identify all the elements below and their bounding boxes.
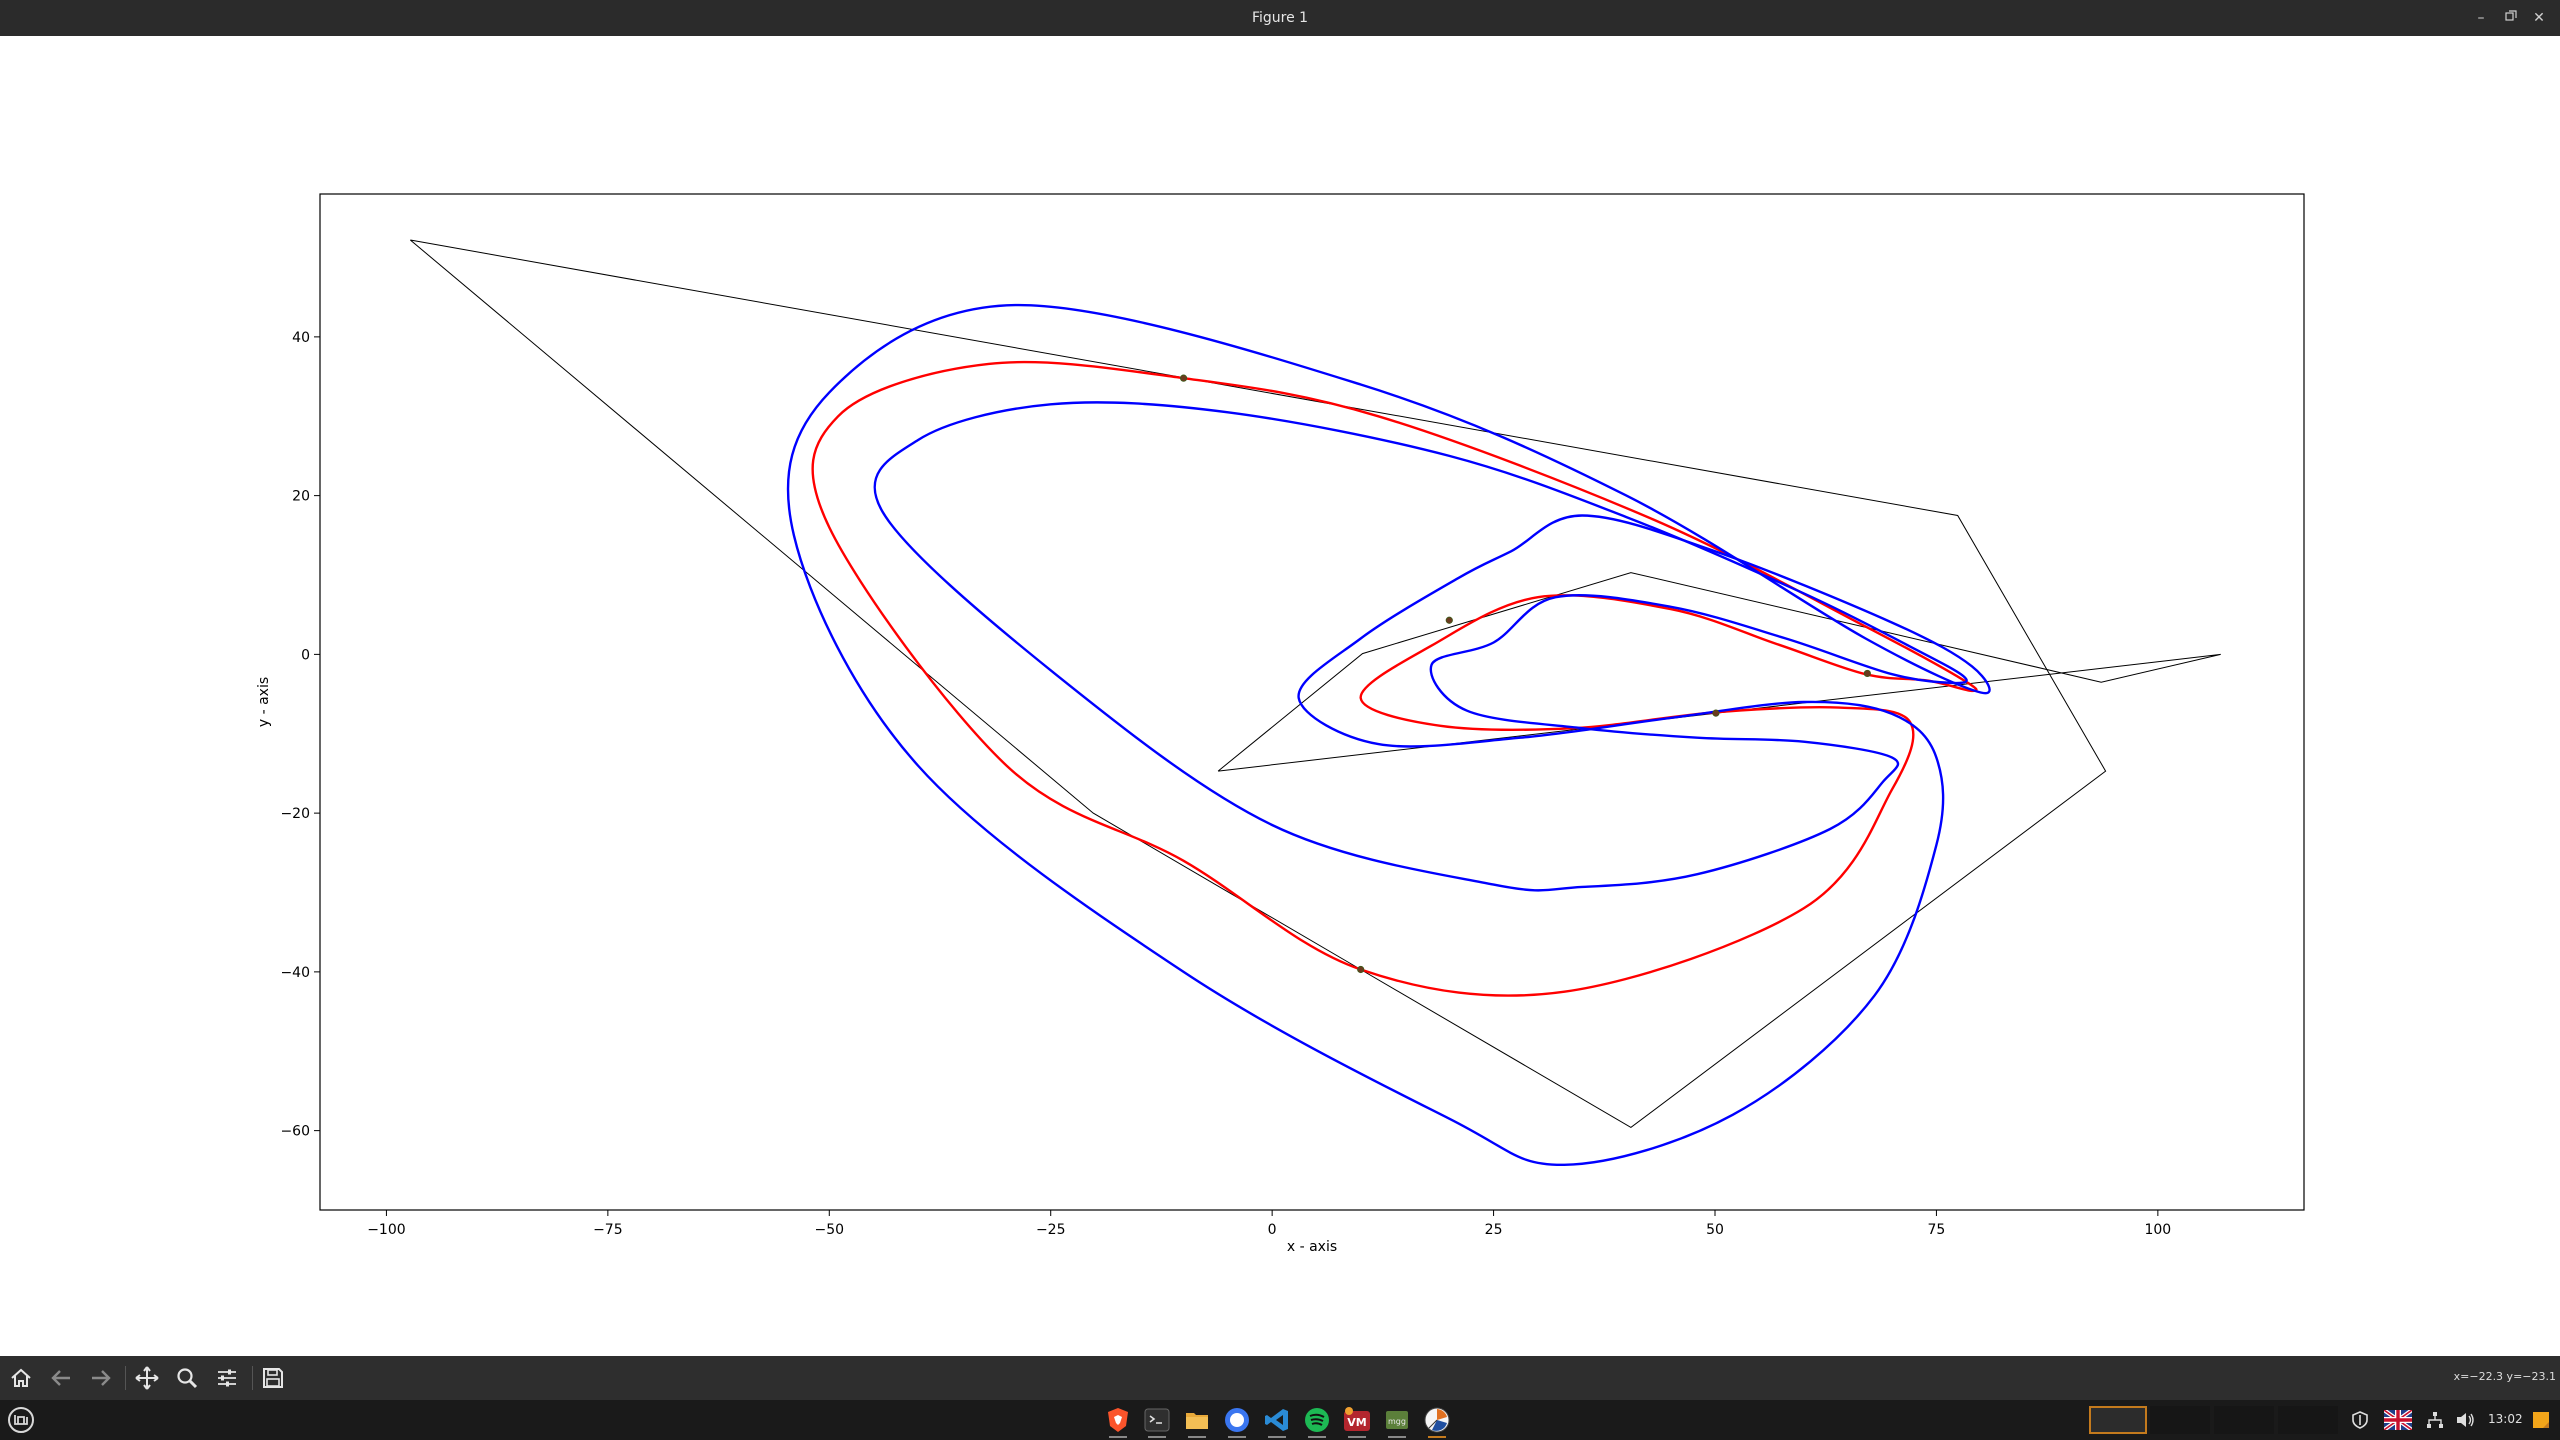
zoom-icon[interactable] [170, 1362, 204, 1394]
clock[interactable]: 13:02 [2488, 1412, 2523, 1426]
spotify-icon[interactable] [1300, 1403, 1334, 1438]
y-tick-label: −60 [280, 1124, 310, 1140]
linux-mint-menu-icon[interactable] [4, 1403, 38, 1437]
x-tick-label: −25 [1036, 1222, 1066, 1238]
x-tick-label: 100 [2144, 1222, 2171, 1238]
navigation-toolbar: x=−22.3 y=−23.1 [0, 1356, 2560, 1400]
blue-curve-3 [786, 303, 1991, 1167]
forward-icon[interactable] [84, 1362, 118, 1394]
y-tick-label: 20 [292, 489, 310, 505]
figure-canvas[interactable]: −100 −75 −50 −25 0 25 50 75 100 −60 −40 −20 0 20 40 x… [0, 36, 2560, 1356]
interpolation-point [1445, 616, 1453, 624]
window-title: Figure 1 [1251, 10, 1309, 26]
window-titlebar: Figure 1 – ✕ [0, 0, 2560, 36]
keyboard-layout-flag-icon[interactable] [2381, 1403, 2415, 1437]
taskbar: VM mgg 13:02 [0, 1400, 2560, 1440]
toolbar-separator [252, 1366, 253, 1390]
x-tick-label: −100 [367, 1222, 405, 1238]
interpolation-point [1357, 965, 1365, 974]
blue-curve-4 [873, 401, 1968, 892]
workspace-1[interactable] [2089, 1406, 2147, 1434]
svg-text:VM: VM [1347, 1416, 1366, 1429]
control-polygon-0 [409, 239, 2107, 1128]
y-tick-label: 40 [292, 330, 310, 346]
minecraft-launcher-icon[interactable]: mgg [1380, 1403, 1414, 1438]
x-tick-label: −75 [593, 1222, 623, 1238]
x-tick-label: 0 [1268, 1222, 1277, 1238]
maximize-icon[interactable] [2496, 0, 2526, 36]
figure-window-icon[interactable] [1420, 1403, 1454, 1438]
back-icon[interactable] [44, 1362, 78, 1394]
axes-frame [319, 193, 2305, 1211]
coordinate-readout: x=−22.3 y=−23.1 [2453, 1370, 2556, 1383]
toolbar-separator [125, 1366, 126, 1390]
x-tick-label: 25 [1485, 1222, 1503, 1238]
notes-icon[interactable] [2524, 1403, 2558, 1437]
workspace-2[interactable] [2150, 1406, 2210, 1434]
pan-icon[interactable] [130, 1362, 164, 1394]
y-tick-label: −20 [280, 806, 310, 822]
network-icon[interactable] [2418, 1403, 2452, 1437]
home-icon[interactable] [4, 1362, 38, 1394]
minimize-icon[interactable]: – [2477, 10, 2485, 26]
save-icon[interactable] [256, 1362, 290, 1394]
x-axis-label: x - axis [1287, 1239, 1337, 1255]
workspace-3[interactable] [2214, 1406, 2274, 1434]
plot-svg: −100 −75 −50 −25 0 25 50 75 100 −60 −40 −20 0 20 40 x… [256, 193, 2305, 1255]
svg-text:mgg: mgg [1388, 1417, 1406, 1426]
virtualbox-icon[interactable]: VM [1340, 1403, 1374, 1438]
x-tick-label: 75 [1928, 1222, 1946, 1238]
interpolation-point [1863, 669, 1871, 678]
interpolation-point [1712, 709, 1720, 717]
red-curve [811, 360, 1978, 997]
signal-icon[interactable] [1220, 1403, 1254, 1438]
y-tick-label: 0 [301, 647, 310, 663]
file-manager-icon[interactable] [1180, 1403, 1214, 1438]
x-tick-label: 50 [1706, 1222, 1724, 1238]
configure-subplots-icon[interactable] [210, 1362, 244, 1394]
close-icon[interactable]: ✕ [2533, 10, 2545, 26]
vscode-icon[interactable] [1260, 1403, 1294, 1438]
brave-browser-icon[interactable] [1101, 1403, 1135, 1438]
workspace-4[interactable] [2278, 1406, 2338, 1434]
y-axis-label: y - axis [256, 677, 272, 727]
shield-icon[interactable] [2343, 1403, 2377, 1437]
terminal-icon[interactable] [1140, 1403, 1174, 1438]
volume-icon[interactable] [2448, 1403, 2482, 1437]
y-tick-label: −40 [280, 965, 310, 981]
x-tick-label: −50 [815, 1222, 845, 1238]
interpolation-point [1179, 374, 1188, 382]
